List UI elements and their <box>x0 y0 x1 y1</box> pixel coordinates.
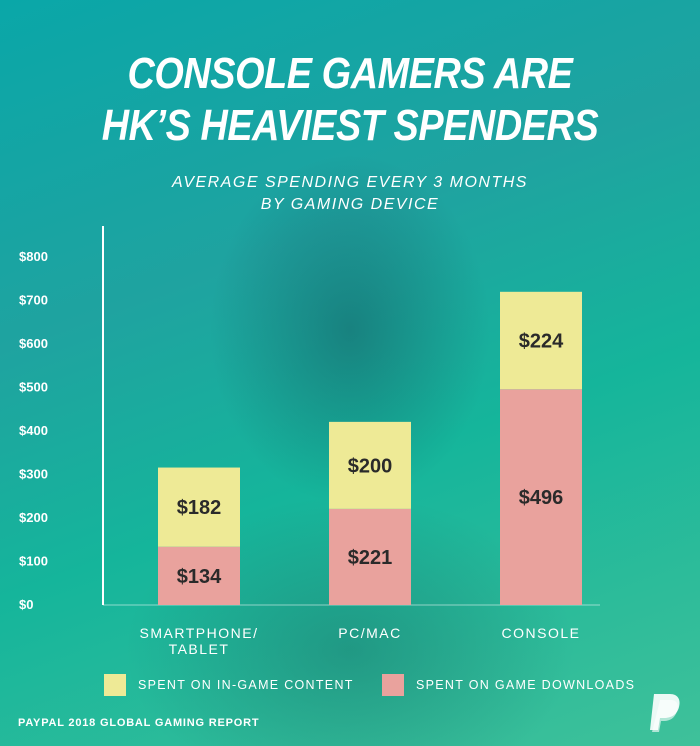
bar-segment <box>329 421 411 509</box>
legend-swatch-downloads <box>382 674 404 696</box>
bar-segment <box>158 467 240 547</box>
bar-segment <box>158 546 240 605</box>
x-category-label: TABLET <box>169 641 230 657</box>
x-category-label: CONSOLE <box>502 625 581 641</box>
subtitle-line-1: AVERAGE SPENDING EVERY 3 MONTHS <box>172 174 528 191</box>
bar-segment <box>500 389 582 605</box>
data-label: $134 <box>177 566 222 588</box>
y-tick-label: $800 <box>19 249 48 264</box>
y-tick-label: $500 <box>19 380 48 395</box>
legend-label-in-game: SPENT ON IN-GAME CONTENT <box>138 678 354 692</box>
title-line-1: CONSOLE GAMERS ARE <box>127 49 573 98</box>
data-label: $224 <box>519 331 564 353</box>
chart-title: CONSOLE GAMERS ARE HK’S HEAVIEST SPENDER… <box>49 48 651 152</box>
paypal-logo-icon <box>650 694 680 732</box>
bar-segment <box>329 508 411 605</box>
title-line-2: HK’S HEAVIEST SPENDERS <box>101 101 599 150</box>
legend-label-downloads: SPENT ON GAME DOWNLOADS <box>416 678 636 692</box>
bar-segment <box>500 291 582 390</box>
y-tick-label: $600 <box>19 336 48 351</box>
legend-item-in-game: SPENT ON IN-GAME CONTENT <box>104 674 354 696</box>
y-tick-label: $100 <box>19 554 48 569</box>
data-label: $221 <box>348 547 393 569</box>
y-tick-label: $0 <box>19 597 33 612</box>
data-label: $182 <box>177 497 222 519</box>
y-tick-label: $300 <box>19 467 48 482</box>
legend-swatch-in-game <box>104 674 126 696</box>
legend-item-downloads: SPENT ON GAME DOWNLOADS <box>382 674 635 696</box>
data-label: $496 <box>519 487 564 509</box>
data-label: $200 <box>348 455 393 477</box>
chart-subtitle: AVERAGE SPENDING EVERY 3 MONTHS BY GAMIN… <box>0 172 700 216</box>
subtitle-line-2: BY GAMING DEVICE <box>260 196 440 213</box>
x-category-label: PC/MAC <box>338 625 401 641</box>
y-tick-label: $400 <box>19 423 48 438</box>
y-tick-label: $700 <box>19 293 48 308</box>
y-tick-label: $200 <box>19 510 48 525</box>
legend: SPENT ON IN-GAME CONTENT SPENT ON GAME D… <box>104 674 664 698</box>
x-category-label: SMARTPHONE/ <box>140 625 259 641</box>
source-note: PAYPAL 2018 GLOBAL GAMING REPORT <box>18 717 260 729</box>
